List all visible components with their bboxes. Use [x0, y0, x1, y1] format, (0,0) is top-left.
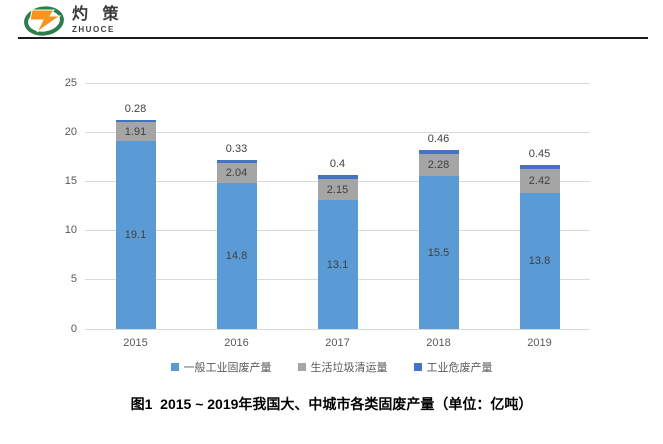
y-axis-tick-label: 25 [64, 76, 77, 89]
x-axis-label: 2019 [527, 337, 552, 349]
x-axis-label: 2016 [224, 337, 249, 349]
bar-segment-label: 2.15 [326, 183, 349, 196]
bar-segment-label: 2.04 [225, 167, 248, 180]
gridline [85, 82, 590, 84]
logo-name-cn: 灼 策 [72, 5, 124, 23]
chart-legend: 一般工业固废产量 生活垃圾清运量 工业危废产量 [0, 359, 663, 375]
bar-segment-label: 13.8 [528, 255, 551, 268]
bar-segment: 1.91 [115, 122, 156, 142]
bar-outside-label: 0.46 [427, 132, 450, 145]
logo-text: 灼 策 ZHUOCE [72, 5, 124, 34]
bar-segment-label: 19.1 [124, 229, 147, 242]
bar-outside-label: 0.45 [528, 147, 551, 160]
plot-area: 0 5 10 15 20 25 19.1 1.91 0.28 2015 14.8 2.04 0.33 20… [65, 77, 590, 349]
zhuoce-logo-mark-icon [24, 6, 64, 36]
y-axis-tick-label: 5 [70, 273, 77, 286]
bar-segment: 2.04 [216, 163, 257, 184]
logo-name-en: ZHUOCE [72, 24, 115, 34]
bar-segment-label: 2.28 [427, 159, 450, 172]
x-axis-label: 2015 [123, 337, 148, 349]
gridline [85, 131, 590, 133]
bar-segment-label: 14.8 [225, 250, 248, 263]
bar-segment [216, 160, 257, 164]
bar-outside-label: 0.4 [329, 158, 346, 170]
x-axis-label: 2017 [325, 337, 350, 349]
y-axis-tick-label: 0 [70, 322, 77, 335]
bar-segment: 2.42 [519, 169, 560, 194]
bar-segment-label: 1.91 [124, 125, 147, 138]
bar-segment: 2.15 [317, 178, 358, 201]
bar-segment-label: 2.42 [528, 175, 551, 188]
legend-item: 工业危废产量 [413, 359, 493, 375]
y-axis-tick-label: 15 [64, 174, 77, 187]
legend-swatch [413, 363, 422, 371]
figure-caption: 图1 2015 ~ 2019年我国大、中城市各类固废产量（单位：亿吨） [130, 396, 533, 412]
legend-label: 一般工业固废产量 [183, 362, 272, 374]
bar-segment-label: 15.5 [427, 246, 450, 259]
legend-swatch [297, 363, 306, 371]
bar-segment [418, 149, 459, 155]
zhuoce-logo: 灼 策 ZHUOCE [24, 4, 123, 36]
legend-label: 工业危废产量 [426, 362, 493, 374]
bar-outside-label: 0.33 [225, 143, 248, 156]
bar-segment-label: 13.1 [326, 258, 349, 271]
header-divider [18, 37, 648, 39]
bar-segment: 14.8 [216, 183, 257, 329]
gridline [85, 328, 590, 330]
x-axis-label: 2018 [426, 337, 451, 349]
legend-swatch [170, 363, 179, 371]
bar-segment [317, 175, 358, 179]
legend-label: 生活垃圾清运量 [310, 362, 388, 374]
bar-segment: 13.1 [317, 200, 358, 329]
legend-item: 生活垃圾清运量 [297, 359, 388, 375]
bar-segment [115, 119, 156, 123]
y-axis-tick-label: 10 [64, 224, 77, 237]
bar-segment: 19.1 [115, 141, 156, 329]
bar-outside-label: 0.28 [124, 102, 147, 115]
bar-segment: 2.28 [418, 154, 459, 177]
y-axis-tick-label: 20 [64, 125, 77, 138]
bar-segment: 13.8 [519, 193, 560, 329]
bar-segment [519, 164, 560, 170]
bar-segment: 15.5 [418, 176, 459, 329]
legend-item: 一般工业固废产量 [170, 359, 272, 375]
